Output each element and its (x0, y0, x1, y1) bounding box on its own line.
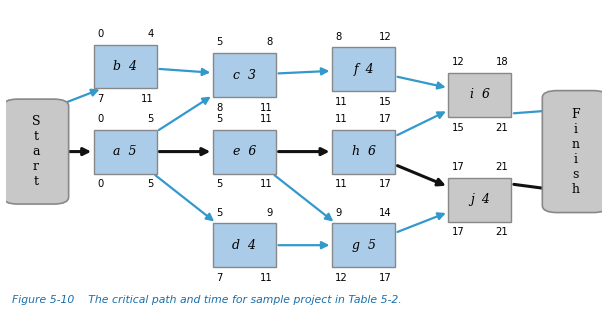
Text: 21: 21 (496, 162, 508, 172)
Text: j  4: j 4 (470, 193, 489, 206)
Text: 4: 4 (147, 29, 154, 39)
Text: 21: 21 (496, 228, 508, 237)
Text: 11: 11 (335, 179, 348, 189)
Text: 18: 18 (496, 57, 508, 67)
Text: f  4: f 4 (353, 63, 374, 76)
Text: 8: 8 (266, 37, 273, 47)
FancyBboxPatch shape (213, 53, 275, 97)
Text: 11: 11 (141, 94, 154, 104)
Text: 9: 9 (335, 208, 342, 217)
Text: 0: 0 (97, 179, 103, 189)
FancyBboxPatch shape (333, 223, 395, 267)
Text: 7: 7 (97, 94, 103, 104)
Text: 15: 15 (452, 123, 465, 132)
Text: 14: 14 (379, 208, 392, 217)
Text: 8: 8 (216, 103, 223, 113)
FancyBboxPatch shape (333, 47, 395, 91)
Text: 11: 11 (260, 103, 273, 113)
Text: 5: 5 (147, 114, 154, 124)
Text: 5: 5 (216, 179, 223, 189)
Text: 21: 21 (496, 123, 508, 132)
Text: 17: 17 (452, 162, 465, 172)
Text: c  3: c 3 (233, 68, 256, 82)
Text: 8: 8 (335, 32, 342, 42)
Text: 0: 0 (97, 114, 103, 124)
Text: 11: 11 (335, 114, 348, 124)
Text: 17: 17 (379, 114, 392, 124)
FancyBboxPatch shape (3, 99, 69, 204)
Text: 5: 5 (216, 37, 223, 47)
FancyBboxPatch shape (94, 45, 156, 88)
Text: 7: 7 (216, 273, 223, 283)
FancyBboxPatch shape (94, 130, 156, 173)
Text: 11: 11 (260, 114, 273, 124)
Text: 17: 17 (379, 179, 392, 189)
Text: 11: 11 (260, 179, 273, 189)
Text: 12: 12 (452, 57, 465, 67)
Text: h  6: h 6 (351, 145, 376, 158)
Text: e  6: e 6 (233, 145, 256, 158)
Text: 17: 17 (379, 273, 392, 283)
Text: b  4: b 4 (113, 60, 137, 73)
Text: i  6: i 6 (470, 88, 490, 101)
Text: 11: 11 (335, 97, 348, 107)
Text: a  5: a 5 (114, 145, 137, 158)
Text: F
i
n
i
s
h: F i n i s h (571, 108, 579, 196)
Text: Figure 5-10    The critical path and time for sample project in Table 5-2.: Figure 5-10 The critical path and time f… (12, 295, 402, 305)
FancyBboxPatch shape (542, 91, 608, 213)
FancyBboxPatch shape (213, 130, 275, 173)
Text: 15: 15 (379, 97, 392, 107)
FancyBboxPatch shape (333, 130, 395, 173)
Text: S
t
a
r
t: S t a r t (32, 115, 40, 188)
Text: 11: 11 (260, 273, 273, 283)
Text: 0: 0 (97, 29, 103, 39)
Text: 17: 17 (452, 228, 465, 237)
Text: 12: 12 (335, 273, 348, 283)
FancyBboxPatch shape (449, 178, 511, 222)
Text: d  4: d 4 (232, 239, 257, 252)
Text: 12: 12 (379, 32, 392, 42)
FancyBboxPatch shape (449, 73, 511, 117)
Text: g  5: g 5 (351, 239, 376, 252)
FancyBboxPatch shape (213, 223, 275, 267)
Text: 9: 9 (266, 208, 273, 217)
Text: 5: 5 (147, 179, 154, 189)
Text: 5: 5 (216, 114, 223, 124)
Text: 5: 5 (216, 208, 223, 217)
